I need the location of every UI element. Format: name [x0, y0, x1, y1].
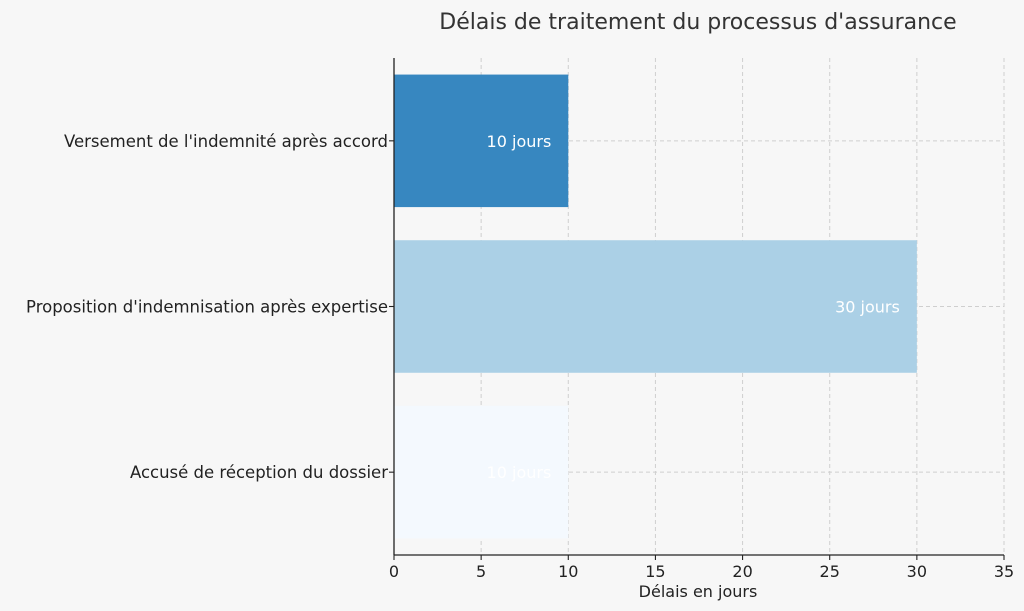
bar-2	[394, 405, 569, 539]
chart-title: Délais de traitement du processus d'assu…	[439, 10, 956, 35]
x-tick-label-7: 35	[994, 562, 1014, 581]
bar-0	[394, 74, 569, 208]
x-tick-label-4: 20	[732, 562, 752, 581]
x-tick-label-1: 5	[476, 562, 486, 581]
x-tick-label-6: 30	[907, 562, 927, 581]
data-label-2: 10 jours	[487, 463, 552, 482]
x-axis-label: Délais en jours	[639, 582, 758, 601]
bar-1	[394, 240, 917, 373]
x-tick-label-3: 15	[645, 562, 665, 581]
labels: 10 jours Versement de l'indemnité après a…	[26, 132, 1014, 581]
bars	[394, 74, 917, 539]
data-label-0: 10 jours	[487, 132, 552, 151]
category-label-0: Versement de l'indemnité après accord	[64, 132, 388, 151]
x-tick-label-2: 10	[558, 562, 578, 581]
x-tick-label-0: 0	[389, 562, 399, 581]
x-tick-label-5: 25	[820, 562, 840, 581]
category-label-1: Proposition d'indemnisation après expert…	[26, 298, 388, 317]
data-label-1: 30 jours	[835, 298, 900, 317]
category-label-2: Accusé de réception du dossier	[130, 463, 388, 482]
axes	[389, 58, 1005, 560]
